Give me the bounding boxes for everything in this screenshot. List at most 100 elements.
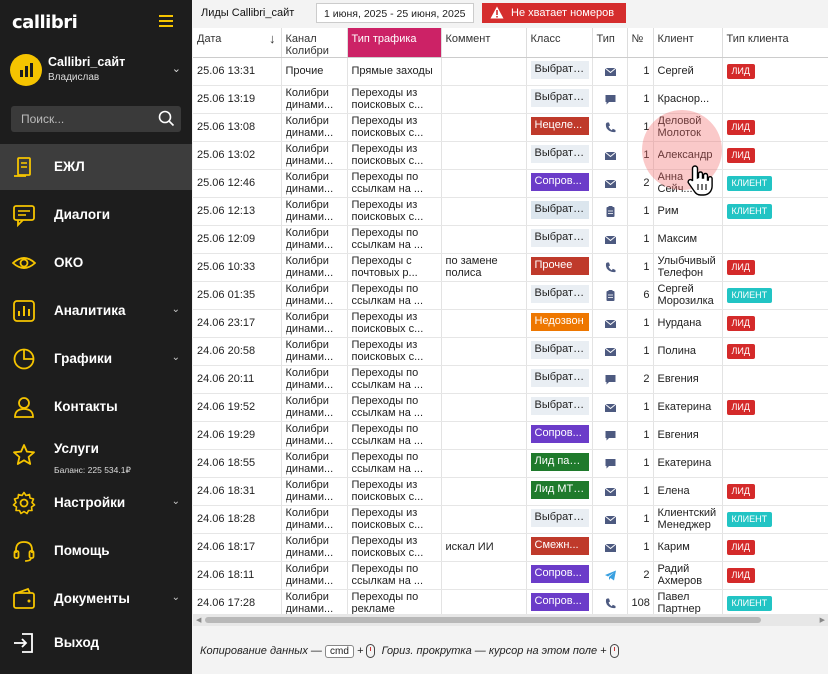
sidebar-item-chat[interactable]: Диалоги <box>0 192 192 238</box>
class-select[interactable]: Смежн... <box>530 536 589 555</box>
client-type-badge[interactable]: КЛИЕНТ <box>726 511 773 528</box>
mail-icon[interactable] <box>604 177 617 190</box>
table-row[interactable]: 24.06 19:29 Колибри динами... Переходы по … <box>193 421 828 450</box>
class-cell[interactable]: Сопров... <box>526 169 593 198</box>
missing-numbers-alert[interactable]: Не хватает номеров <box>482 3 626 23</box>
sidebar-item-person[interactable]: Контакты <box>0 384 192 430</box>
table-row[interactable]: 24.06 20:11 Колибри динами... Переходы по … <box>193 365 828 394</box>
class-cell[interactable]: Выбрать ... <box>526 365 593 394</box>
client-type-badge[interactable]: ЛИД <box>726 343 755 360</box>
phone-icon[interactable] <box>604 597 617 610</box>
search-icon[interactable] <box>158 110 175 127</box>
form-icon[interactable] <box>604 205 617 218</box>
callibri-logo[interactable]: callibri <box>12 12 78 33</box>
class-cell[interactable]: Смежн... <box>526 533 593 562</box>
sort-arrow-icon[interactable]: ↓ <box>269 31 276 46</box>
type-cell[interactable] <box>592 281 628 310</box>
telegram-icon[interactable] <box>604 569 617 582</box>
client-type-badge[interactable]: ЛИД <box>726 119 755 136</box>
scroll-left-icon[interactable]: ◀ <box>196 617 202 624</box>
chat-bubble-icon[interactable] <box>604 373 617 386</box>
mail-icon[interactable] <box>604 401 617 414</box>
class-select[interactable]: Выбрать ... <box>530 284 589 303</box>
client-type-badge[interactable]: ЛИД <box>726 315 755 332</box>
column-header[interactable]: № <box>627 28 654 58</box>
client-type-badge[interactable]: КЛИЕНТ <box>726 287 773 304</box>
table-row[interactable]: 24.06 23:17 Колибри динами... Переходы из … <box>193 309 828 338</box>
column-header[interactable]: Клиент <box>653 28 723 58</box>
table-row[interactable]: 24.06 17:28 Колибри динами... Переходы по … <box>193 589 828 614</box>
chat-bubble-icon[interactable] <box>604 93 617 106</box>
class-cell[interactable]: Выбрать ... <box>526 141 593 170</box>
sidebar-item-analytics[interactable]: Аналитика ⌄ <box>0 288 192 334</box>
column-header[interactable]: Тип трафика <box>347 28 442 58</box>
class-cell[interactable]: Выбрать ... <box>526 505 593 534</box>
type-cell[interactable] <box>592 225 628 254</box>
table-row[interactable]: 25.06 12:13 Колибри динами... Переходы из … <box>193 197 828 226</box>
class-select[interactable]: Выбрать ... <box>530 508 589 527</box>
date-range-picker[interactable]: 1 июня, 2025 - 25 июня, 2025 <box>316 3 474 23</box>
table-row[interactable]: 24.06 18:31 Колибри динами... Переходы из … <box>193 477 828 506</box>
table-row[interactable]: 24.06 20:58 Колибри динами... Переходы из … <box>193 337 828 366</box>
table-row[interactable]: 25.06 10:33 Колибри динами... Переходы с п… <box>193 253 828 282</box>
class-select[interactable]: Выбрать ... <box>530 144 589 163</box>
class-cell[interactable]: Нецеле... <box>526 113 593 142</box>
client-type-badge[interactable]: КЛИЕНТ <box>726 203 773 220</box>
chevron-down-icon[interactable]: ⌄ <box>171 304 180 315</box>
class-cell[interactable]: Выбрать ... <box>526 85 593 114</box>
class-select[interactable]: Сопров... <box>530 424 589 443</box>
class-select[interactable]: Сопров... <box>530 172 589 191</box>
phone-icon[interactable] <box>604 261 617 274</box>
column-header[interactable]: Тип клиента <box>722 28 828 58</box>
table-row[interactable]: 24.06 18:11 Колибри динами... Переходы по … <box>193 561 828 590</box>
class-cell[interactable]: Выбрать ... <box>526 281 593 310</box>
column-header[interactable]: Канал Колибри <box>281 28 348 58</box>
form-icon[interactable] <box>604 289 617 302</box>
mail-icon[interactable] <box>604 513 617 526</box>
class-select[interactable]: Выбрать ... <box>530 340 589 359</box>
sidebar-item-log[interactable]: ЕЖЛ <box>0 144 192 190</box>
search-input[interactable]: Поиск... <box>11 106 181 132</box>
type-cell[interactable] <box>592 113 628 142</box>
chat-bubble-icon[interactable] <box>604 457 617 470</box>
class-cell[interactable]: Лид МТ ... <box>526 477 593 506</box>
class-cell[interactable]: Выбрать ... <box>526 225 593 254</box>
class-select[interactable]: Прочее <box>530 256 589 275</box>
client-type-badge[interactable]: ЛИД <box>726 259 755 276</box>
mail-icon[interactable] <box>604 541 617 554</box>
column-header[interactable]: Коммент <box>441 28 527 58</box>
type-cell[interactable] <box>592 449 628 478</box>
type-cell[interactable] <box>592 589 628 614</box>
client-type-badge[interactable]: КЛИЕНТ <box>726 595 773 612</box>
class-cell[interactable]: Лид пар... <box>526 449 593 478</box>
type-cell[interactable] <box>592 561 628 590</box>
class-cell[interactable]: Выбрать ... <box>526 197 593 226</box>
table-row[interactable]: 24.06 18:28 Колибри динами... Переходы из … <box>193 505 828 534</box>
chat-bubble-icon[interactable] <box>604 429 617 442</box>
table-row[interactable]: 25.06 01:35 Колибри динами... Переходы по … <box>193 281 828 310</box>
client-type-badge[interactable]: ЛИД <box>726 63 755 80</box>
column-header[interactable]: Дата ↓ <box>193 28 282 58</box>
mail-icon[interactable] <box>604 345 617 358</box>
class-cell[interactable]: Выбрать ... <box>526 337 593 366</box>
type-cell[interactable] <box>592 169 628 198</box>
class-select[interactable]: Нецеле... <box>530 116 589 135</box>
type-cell[interactable] <box>592 85 628 114</box>
type-cell[interactable] <box>592 421 628 450</box>
table-row[interactable]: 24.06 18:55 Колибри динами... Переходы по … <box>193 449 828 478</box>
scroll-right-icon[interactable]: ▶ <box>819 617 825 624</box>
table-row[interactable]: 25.06 13:31 Прочие Прямые заходы Выбрать ..… <box>193 57 828 86</box>
mail-icon[interactable] <box>604 233 617 246</box>
class-select[interactable]: Лид МТ ... <box>530 480 589 499</box>
table-row[interactable]: 25.06 13:08 Колибри динами... Переходы из … <box>193 113 828 142</box>
class-select[interactable]: Недозвон <box>530 312 589 331</box>
type-cell[interactable] <box>592 393 628 422</box>
type-cell[interactable] <box>592 477 628 506</box>
client-type-badge[interactable]: ЛИД <box>726 399 755 416</box>
chevron-down-icon[interactable]: ⌄ <box>171 496 180 507</box>
table-row[interactable]: 25.06 12:09 Колибри динами... Переходы по … <box>193 225 828 254</box>
class-select[interactable]: Выбрать ... <box>530 88 589 107</box>
account-switcher[interactable]: Callibri_сайт Владислав ⌄ <box>10 52 185 88</box>
column-header[interactable]: Класс <box>526 28 593 58</box>
sidebar-item-logout[interactable]: Выход <box>0 620 192 666</box>
